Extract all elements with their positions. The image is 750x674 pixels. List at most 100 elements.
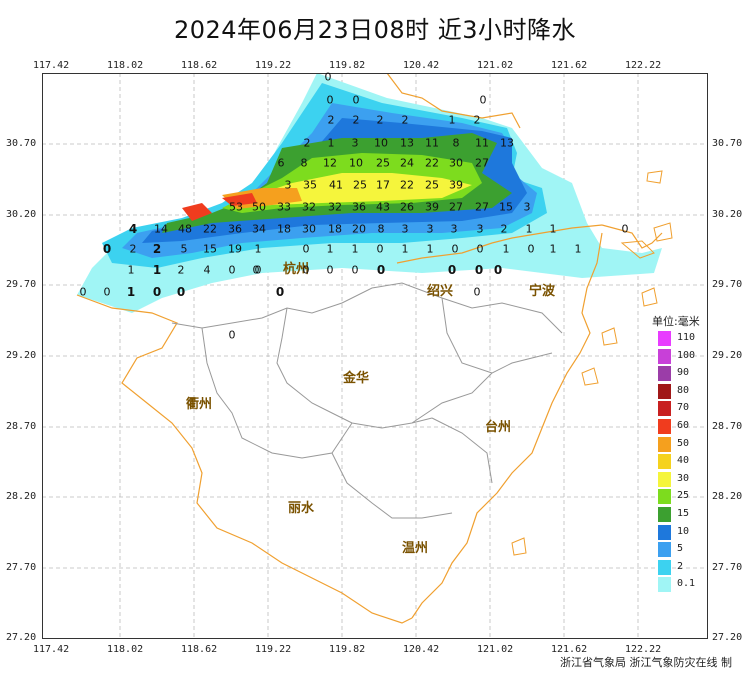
legend-swatch	[658, 454, 671, 470]
lon-tick-top: 119.22	[255, 60, 292, 71]
lat-tick-left: 30.70	[6, 138, 37, 149]
station-value: 0	[376, 242, 384, 256]
station-value: 0	[376, 263, 386, 277]
legend-item: 5	[658, 542, 728, 558]
station-value: 4	[203, 263, 211, 277]
station-value: 1	[426, 242, 434, 256]
station-value: 19	[228, 242, 242, 256]
station-value: 33	[277, 200, 291, 214]
city-label-wenzhou: 温州	[402, 541, 429, 556]
station-value: 0	[254, 263, 262, 277]
station-value: 13	[400, 136, 414, 150]
station-value: 27	[475, 156, 489, 170]
lat-tick-right: 28.20	[712, 491, 743, 502]
footer-credit: 浙江省气象局 浙江气象防灾在线 制	[560, 656, 732, 669]
lat-tick-right: 30.20	[712, 209, 743, 220]
station-value: 41	[329, 178, 343, 192]
legend-label: 40	[677, 455, 690, 467]
station-value: 50	[252, 200, 266, 214]
lon-tick-bottom: 117.42	[33, 644, 70, 655]
station-value: 25	[353, 178, 367, 192]
station-value: 1	[574, 242, 582, 256]
station-value: 10	[374, 136, 388, 150]
legend-label: 0.1	[677, 578, 696, 590]
station-value: 0	[474, 263, 484, 277]
lon-tick-top: 118.02	[107, 60, 144, 71]
lon-tick-bottom: 120.42	[403, 644, 440, 655]
station-value: 0	[527, 242, 535, 256]
lat-tick-left: 29.20	[6, 350, 37, 361]
lon-tick-top: 122.22	[625, 60, 662, 71]
station-value: 8	[377, 222, 385, 236]
legend-item: 50	[658, 436, 728, 452]
station-value: 43	[376, 200, 390, 214]
map-title: 2024年06月23日08时 近3小时降水	[173, 16, 577, 44]
station-value: 30	[449, 156, 463, 170]
station-value: 15	[499, 200, 513, 214]
legend-label: 10	[677, 525, 690, 537]
station-value: 11	[425, 136, 439, 150]
station-value: 1	[448, 113, 456, 127]
lat-tick-left: 30.20	[6, 209, 37, 220]
station-value: 25	[376, 156, 390, 170]
station-value: 0	[473, 285, 481, 299]
city-label-quzhou: 衢州	[186, 397, 213, 412]
station-value: 2	[303, 136, 311, 150]
station-value: 2	[473, 113, 481, 127]
station-value: 3	[284, 178, 292, 192]
station-value: 25	[425, 178, 439, 192]
lat-tick-left: 28.70	[6, 421, 37, 432]
lat-tick-right: 28.70	[712, 421, 743, 432]
station-value: 39	[425, 200, 439, 214]
station-value: 2	[327, 113, 335, 127]
legend-label: 30	[677, 472, 690, 484]
legend-label: 100	[677, 349, 696, 361]
station-value: 15	[203, 242, 217, 256]
lat-tick-right: 27.20	[712, 632, 743, 643]
city-label-hangzhou: 杭州	[283, 262, 310, 277]
station-value: 32	[328, 200, 342, 214]
legend-swatch	[658, 401, 671, 417]
station-value: 12	[323, 156, 337, 170]
station-value: 0	[302, 242, 310, 256]
station-value: 8	[452, 136, 460, 150]
legend-item: 0.1	[658, 577, 728, 593]
legend-swatch	[658, 348, 671, 364]
lon-tick-top: 118.62	[181, 60, 218, 71]
station-value: 2	[376, 113, 384, 127]
station-value: 2	[500, 222, 508, 236]
legend-label: 15	[677, 508, 690, 519]
station-value: 36	[352, 200, 366, 214]
station-value: 22	[400, 178, 414, 192]
station-value: 39	[449, 178, 463, 192]
legend-swatch	[658, 507, 671, 522]
lon-tick-top: 119.82	[329, 60, 366, 71]
legend-label: 90	[677, 367, 690, 379]
station-value: 2	[129, 242, 137, 256]
station-value: 2	[352, 113, 360, 127]
station-value: 26	[400, 200, 414, 214]
legend-swatch	[658, 471, 671, 487]
legend-item: 40	[658, 454, 728, 470]
legend-item: 25	[658, 489, 728, 505]
lon-tick-top: 117.42	[33, 60, 70, 71]
station-value: 0	[275, 285, 285, 299]
station-value: 1	[502, 242, 510, 256]
station-value: 0	[228, 263, 236, 277]
station-value: 0	[352, 93, 360, 107]
station-value: 1	[549, 242, 557, 256]
legend-item: 90	[658, 366, 728, 382]
station-value: 35	[303, 178, 317, 192]
station-value: 3	[523, 200, 531, 214]
city-label-shaoxing: 绍兴	[427, 284, 454, 299]
station-value: 1	[525, 222, 533, 236]
station-value: 0	[326, 263, 334, 277]
legend-item: 100	[658, 348, 728, 364]
station-value: 0	[621, 222, 629, 236]
station-value: 0	[476, 242, 484, 256]
lat-tick-right: 29.20	[712, 350, 743, 361]
station-value: 1	[254, 242, 262, 256]
city-label-jinhua: 金华	[343, 371, 370, 386]
station-value: 1	[127, 263, 135, 277]
